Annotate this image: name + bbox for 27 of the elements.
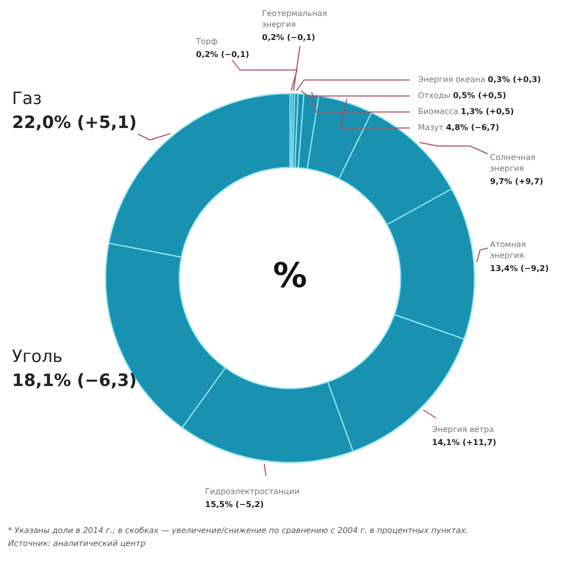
slice-label: Атомная энергия xyxy=(490,240,526,260)
data-label: 1,3% (+0,5) xyxy=(460,107,514,116)
data-label: 9,7% (+9,7) xyxy=(490,177,544,186)
data-label: 15,5% (−5,2) xyxy=(205,500,264,509)
text: % xyxy=(272,256,308,296)
data-label: 0,5% (+0,5) xyxy=(452,91,506,100)
slice-label: Солнечная энергия xyxy=(490,153,536,173)
data-label: 0,2% (−0,1) xyxy=(262,33,316,42)
data-label: 18,1% (−6,3) xyxy=(12,371,137,391)
data-label: 22,0% (+5,1) xyxy=(12,113,137,133)
slice-label: Энергия ветра xyxy=(432,425,494,434)
slice-label: Мазут xyxy=(418,123,444,132)
data-label: 14,1% (+11,7) xyxy=(432,438,496,447)
slice-label: Уголь xyxy=(12,347,63,367)
slice-label: Энергия океана xyxy=(418,75,486,84)
slice-label: Геотермальная энергия xyxy=(262,9,328,29)
text: * Указаны доли в 2014 г.; в скобках — увеличение/снижение по сравнению с 2004 г. в процентных пунктах. xyxy=(8,525,470,537)
text: Источник: аналитический центр xyxy=(8,538,147,550)
data-label: 4,8% (−6,7) xyxy=(446,123,500,132)
slice-label: Отходы xyxy=(418,91,450,100)
slice-label: Торф xyxy=(195,37,218,46)
data-label: 0,3% (+0,3) xyxy=(488,75,541,84)
slice-label: Биомасса xyxy=(418,107,458,116)
slice-label: Газ xyxy=(12,89,42,109)
slice-label: Гидроэлектростанции xyxy=(205,487,300,496)
data-label: 0,2% (−0,1) xyxy=(196,50,250,59)
data-label: 13,4% (−9,2) xyxy=(490,264,549,273)
